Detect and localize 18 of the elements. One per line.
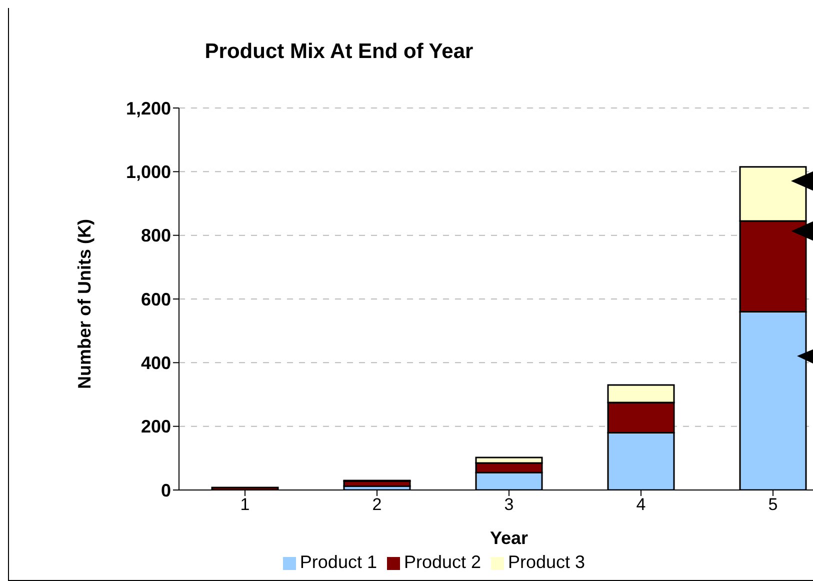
y-tick-label: 600 <box>140 289 171 310</box>
y-tick-label: 1,200 <box>126 98 171 118</box>
y-tick-label: 1,000 <box>126 162 171 182</box>
x-tick-label: 3 <box>504 495 514 514</box>
y-tick-label: 0 <box>160 480 171 500</box>
x-tick-label: 2 <box>372 495 382 514</box>
x-tick-label: 4 <box>636 495 646 514</box>
x-axis-title: Year <box>490 528 528 548</box>
x-tick-label: 5 <box>768 495 778 514</box>
legend-label: Product 2 <box>404 552 482 572</box>
y-tick-label: 200 <box>140 416 171 437</box>
chart-title: Product Mix At End of Year <box>204 40 474 64</box>
y-tick-label: 800 <box>140 226 171 246</box>
y-tick-label: 400 <box>140 353 171 374</box>
x-tick-label: 1 <box>240 495 250 514</box>
legend-label: Product 1 <box>300 552 377 572</box>
legend-label: Product 3 <box>508 552 586 572</box>
y-axis-title: Number of Units (K) <box>74 219 94 389</box>
